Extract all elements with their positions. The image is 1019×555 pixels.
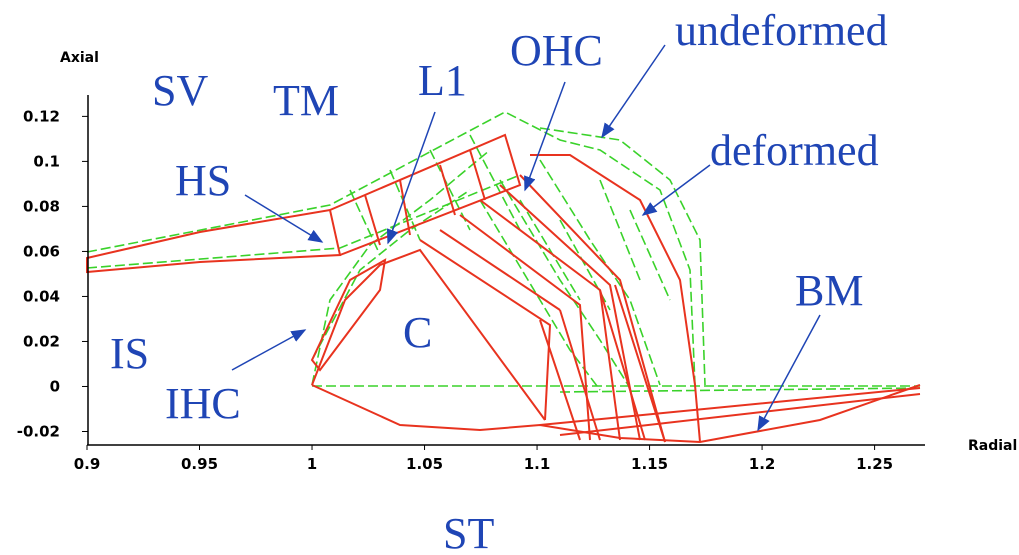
label-deformed: deformed xyxy=(710,126,879,175)
label-sv: SV xyxy=(152,66,208,115)
y-tick-label: 0.04 xyxy=(23,287,60,305)
label-c: C xyxy=(403,308,432,357)
y-tick-label: 0.1 xyxy=(33,152,60,170)
label-bm: BM xyxy=(795,266,863,315)
deformed-shape xyxy=(86,133,921,444)
x-axis-label: Radial xyxy=(968,438,1017,454)
x-tick-label: 1 xyxy=(307,455,317,473)
x-tick-label: 1.2 xyxy=(749,455,776,473)
y-tick-label: 0.08 xyxy=(23,197,60,215)
y-tick-label: 0.02 xyxy=(23,332,60,350)
label-hs: HS xyxy=(175,156,231,205)
x-tick-label: 1.1 xyxy=(524,455,551,473)
label-l1: L1 xyxy=(418,56,467,105)
label-ihc: IHC xyxy=(165,379,241,428)
x-tick-label: 1.25 xyxy=(856,455,893,473)
y-tick-label: 0.06 xyxy=(23,242,60,260)
arrows xyxy=(231,44,821,432)
x-tick-label: 0.95 xyxy=(181,455,218,473)
label-is: IS xyxy=(110,329,149,378)
y-tick-label: 0.12 xyxy=(23,107,60,125)
label-st: ST xyxy=(443,509,494,555)
y-tick-label: 0 xyxy=(50,377,60,395)
x-tick-label: 0.9 xyxy=(74,455,101,473)
label-ohc: OHC xyxy=(510,26,603,75)
x-tick-label: 1.05 xyxy=(406,455,443,473)
x-tick-label: 1.15 xyxy=(631,455,668,473)
y-tick-label: -0.02 xyxy=(17,422,60,440)
undeformed-shape xyxy=(86,111,921,393)
label-undeformed: undeformed xyxy=(675,6,888,55)
label-tm: TM xyxy=(273,76,339,125)
y-axis-label: Axial xyxy=(60,50,99,66)
